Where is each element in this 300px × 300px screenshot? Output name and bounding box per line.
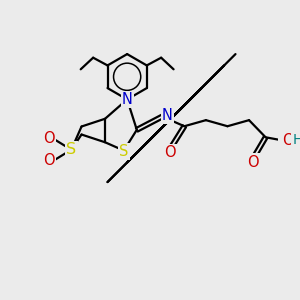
Text: O: O xyxy=(282,133,293,148)
Text: O: O xyxy=(43,131,55,146)
Text: S: S xyxy=(66,142,76,157)
Text: O: O xyxy=(164,145,176,160)
Text: H: H xyxy=(292,133,300,147)
Text: O: O xyxy=(248,155,259,170)
Text: N: N xyxy=(122,92,133,107)
Text: O: O xyxy=(43,153,55,168)
Text: S: S xyxy=(119,144,128,159)
Text: N: N xyxy=(162,108,173,123)
